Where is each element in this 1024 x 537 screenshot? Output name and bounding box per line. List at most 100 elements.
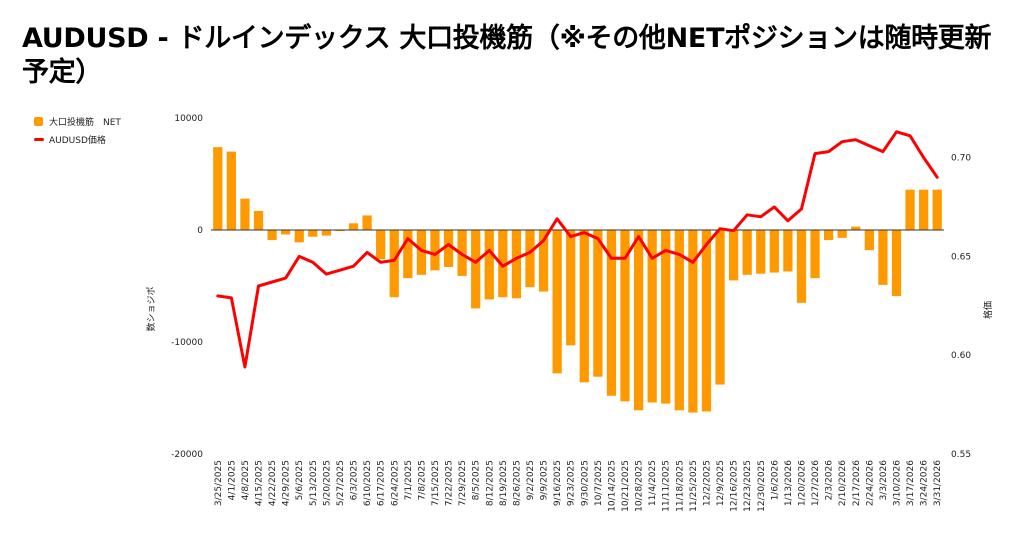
x-tick-label: 1/27/2026 <box>811 460 821 506</box>
bar <box>525 230 535 288</box>
x-tick-label: 8/12/2025 <box>485 460 495 506</box>
x-tick-label: 10/28/2025 <box>635 460 645 512</box>
x-tick-label: 12/30/2025 <box>757 460 767 512</box>
x-tick-label: 7/1/2025 <box>404 460 414 500</box>
bar <box>810 230 820 279</box>
bar <box>891 230 902 297</box>
bar <box>742 230 752 275</box>
x-tick-label: 12/23/2025 <box>743 460 753 512</box>
bar <box>443 230 454 267</box>
x-tick-label: 5/6/2025 <box>295 460 305 500</box>
x-tick-label: 9/23/2025 <box>567 460 577 506</box>
bar <box>348 223 359 230</box>
bar <box>688 230 698 413</box>
x-tick-label: 12/9/2025 <box>716 460 726 506</box>
bar <box>837 230 847 238</box>
bar <box>606 230 617 396</box>
x-tick-label: 2/10/2026 <box>838 460 848 506</box>
x-tick-label: 4/8/2025 <box>241 460 251 500</box>
left-tick-label: -20000 <box>171 450 203 460</box>
left-tick-label: 10000 <box>174 114 203 124</box>
x-tick-label: 4/15/2025 <box>255 460 265 506</box>
bar <box>335 230 345 232</box>
right-tick-label: 0.65 <box>951 252 971 262</box>
price-line <box>216 130 939 369</box>
bar <box>294 230 304 243</box>
bar <box>878 230 888 285</box>
x-tick-label: 3/17/2026 <box>906 460 916 506</box>
bar <box>633 230 644 411</box>
bar <box>701 230 712 412</box>
bar <box>267 230 277 241</box>
bar <box>905 189 915 230</box>
bar <box>661 230 671 404</box>
x-tick-label: 9/2/2025 <box>526 460 536 500</box>
bar <box>756 230 766 274</box>
x-tick-label: 3/25/2025 <box>214 460 224 506</box>
x-tick-label: 3/3/2026 <box>879 460 889 501</box>
bar <box>308 230 318 237</box>
x-tick-label: 8/5/2025 <box>472 460 482 500</box>
x-tick-label: 4/29/2025 <box>282 460 292 506</box>
bar <box>919 189 929 230</box>
bar <box>471 230 481 309</box>
legend-label-price: AUDUSD価格 <box>49 135 106 146</box>
bar-series <box>213 147 942 413</box>
x-tick-label: 7/22/2025 <box>445 460 455 506</box>
bar <box>674 230 684 411</box>
x-tick-label: 7/8/2025 <box>417 460 427 500</box>
bar <box>552 230 562 374</box>
bar <box>538 230 549 292</box>
bar <box>796 230 807 303</box>
x-tick-label: 9/16/2025 <box>553 460 563 506</box>
x-tick-label: 12/16/2025 <box>730 460 740 512</box>
bar <box>593 230 603 377</box>
bar <box>430 230 440 271</box>
bar <box>579 230 589 383</box>
x-tick-label: 11/4/2025 <box>648 460 658 506</box>
right-tick-label: 0.60 <box>951 351 971 361</box>
x-tick-label: 10/21/2025 <box>621 460 631 512</box>
left-axis-ticks: 10000 0 -10000 -20000 <box>171 114 203 460</box>
bar <box>389 230 399 298</box>
left-axis-title: 数ショジポ <box>145 286 157 331</box>
x-axis-labels: 3/25/2025 4/1/2025 4/8/2025 4/15/2025 4/22/2… <box>214 460 943 512</box>
legend-item-price: AUDUSD価格 <box>34 130 121 148</box>
x-tick-label: 1/20/2026 <box>797 460 807 506</box>
right-tick-label: 0.70 <box>951 154 971 164</box>
legend-swatch-line <box>34 137 44 141</box>
right-tick-label: 0.55 <box>951 450 971 460</box>
x-tick-label: 8/26/2025 <box>512 460 522 506</box>
x-tick-label: 11/18/2025 <box>675 460 685 512</box>
x-tick-label: 6/17/2025 <box>377 460 387 506</box>
bar <box>566 230 576 346</box>
x-tick-label: 11/25/2025 <box>689 460 699 512</box>
legend-swatch-bar <box>34 116 43 126</box>
bar <box>728 230 739 281</box>
bar <box>769 230 779 273</box>
legend-item-net: 大口投機筋 NET <box>34 112 121 130</box>
x-tick-label: 2/3/2026 <box>825 460 835 501</box>
left-tick-label: 0 <box>197 226 203 236</box>
x-tick-label: 6/3/2025 <box>350 460 360 500</box>
right-axis-title: 格価 <box>982 301 994 319</box>
x-tick-label: 9/9/2025 <box>540 460 550 500</box>
x-tick-label: 1/13/2026 <box>784 460 794 506</box>
bar <box>498 230 508 298</box>
bar <box>281 230 291 235</box>
bar <box>213 147 223 230</box>
bar <box>620 230 630 402</box>
x-tick-label: 5/13/2025 <box>309 460 319 506</box>
bar <box>824 230 834 241</box>
x-tick-label: 12/2/2025 <box>702 460 712 506</box>
x-tick-label: 8/19/2025 <box>499 460 509 506</box>
bar <box>240 198 250 230</box>
bar <box>376 230 386 260</box>
x-tick-label: 2/24/2026 <box>865 460 875 506</box>
x-tick-label: 6/10/2025 <box>363 460 373 506</box>
x-tick-label: 3/24/2026 <box>920 460 930 506</box>
bar <box>226 151 236 230</box>
bar <box>403 230 413 279</box>
x-tick-label: 3/10/2026 <box>892 460 902 506</box>
